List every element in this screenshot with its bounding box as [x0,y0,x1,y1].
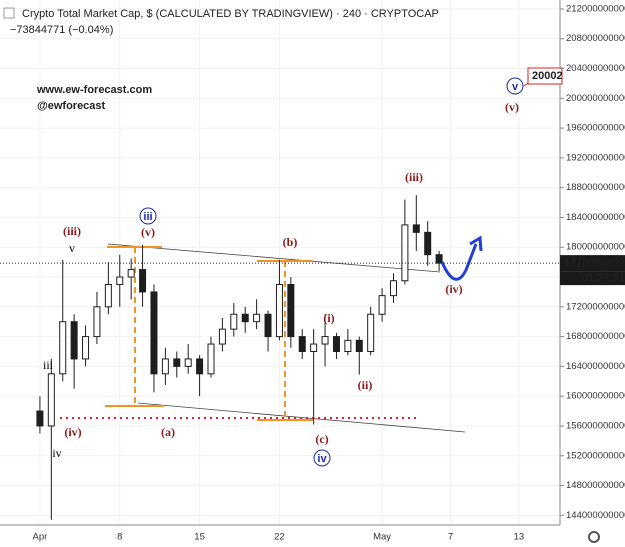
candle-body [241,313,249,323]
candle-body [139,269,147,293]
wave-label: (v) [141,225,155,239]
y-tick-label: 152000000000 [566,450,625,461]
icon [3,7,15,19]
wave-label: (i) [323,311,334,325]
target-label: 20002 [532,70,563,82]
y-tick-label: 180000000000 [566,242,625,253]
candle-body [196,358,204,375]
countdown-tag [560,271,625,286]
candle-body [355,339,363,352]
x-tick-label: 15 [194,532,205,543]
countdown-label: 01:22:51 [582,272,625,284]
candle-body [321,336,329,345]
wave-label: (a) [161,425,175,439]
y-tick-label: 184000000000 [566,212,625,223]
price-tag-label: 177866849229 [564,257,625,269]
candle-body [344,339,352,352]
x-tick-label: May [373,532,391,543]
change: −73844771 (−0.04%) [10,24,113,36]
candle-body [287,283,295,338]
candle-body [401,224,409,282]
candle-body [332,336,340,352]
candle-body [184,358,192,367]
y-tick-label: 200000000000 [566,93,625,104]
candle-body [253,313,261,323]
candle-body [424,231,432,256]
x-tick-label: 8 [117,532,122,543]
candle-body [70,321,78,360]
y-tick-label: 164000000000 [566,361,625,372]
watermark: www.ew-forecast.com [36,84,152,96]
y-tick-label: 188000000000 [566,182,625,193]
wave-label: iii [143,211,152,223]
wave-label: iv [52,446,61,460]
wave-label: (iii) [405,170,423,184]
wave-label: (iv) [445,282,462,296]
wave-label: (c) [315,432,328,446]
y-tick-label: 192000000000 [566,152,625,163]
y-tick-label: 168000000000 [566,331,625,342]
candle-body [230,313,238,330]
candle-body [412,224,420,233]
y-tick-label: 144000000000 [566,510,625,521]
candle-body [36,410,44,427]
candle-body [93,306,101,338]
wave-label: v [69,241,75,255]
candle-body [264,313,272,338]
candle-body [298,336,306,352]
y-tick-label: 204000000000 [566,63,625,74]
circle [313,449,331,467]
wave-label: iv [317,453,327,465]
candle-body [367,313,375,352]
settings-icon[interactable] [588,531,600,543]
candle-body [82,336,90,360]
target-box [527,67,563,85]
title: Crypto Total Market Cap, $ (CALCULATED B… [22,8,439,20]
candle-body [161,358,169,375]
candle-body [150,291,158,375]
measure [105,246,313,421]
circle [139,207,157,225]
y-tick-label: 208000000000 [566,33,625,44]
candle-body [310,343,318,352]
y-tick-label: 196000000000 [566,123,625,134]
wave-label: (ii) [358,378,373,392]
candles [36,195,443,520]
x-tick-label: 7 [448,532,453,543]
y-tick-label: 172000000000 [566,301,625,312]
candle-body [104,283,112,308]
trendline [107,243,441,273]
candle-body [435,254,443,264]
candle-body [218,328,226,345]
projection-arrow [440,243,478,281]
candle-body [207,343,215,375]
x-tick-label: 13 [514,532,525,543]
watermark: @ewforecast [37,100,106,112]
x-tick-label: Apr [33,532,48,543]
candle-body [127,269,135,278]
wave-label: (iii) [63,224,81,238]
circle [506,77,524,95]
wave-label: iii [43,358,54,372]
price-tag [560,255,625,272]
candle-body [173,358,181,367]
y-tick-label: 212000000000 [566,3,625,14]
candle-body [378,295,386,315]
candle-body [116,276,124,285]
candle-body [275,283,283,338]
arrow-head [469,235,483,252]
wave-label: (v) [505,100,519,114]
candle-body [389,280,397,297]
x-tick-label: 22 [274,532,285,543]
candle-body [59,321,67,375]
wave-label: v [512,81,519,93]
y-tick-label: 160000000000 [566,391,625,402]
y-tick-label: 148000000000 [566,480,625,491]
wave-label: (b) [283,235,298,249]
wave-label: (iv) [64,425,81,439]
candle-body [47,373,55,427]
y-tick-label: 156000000000 [566,420,625,431]
